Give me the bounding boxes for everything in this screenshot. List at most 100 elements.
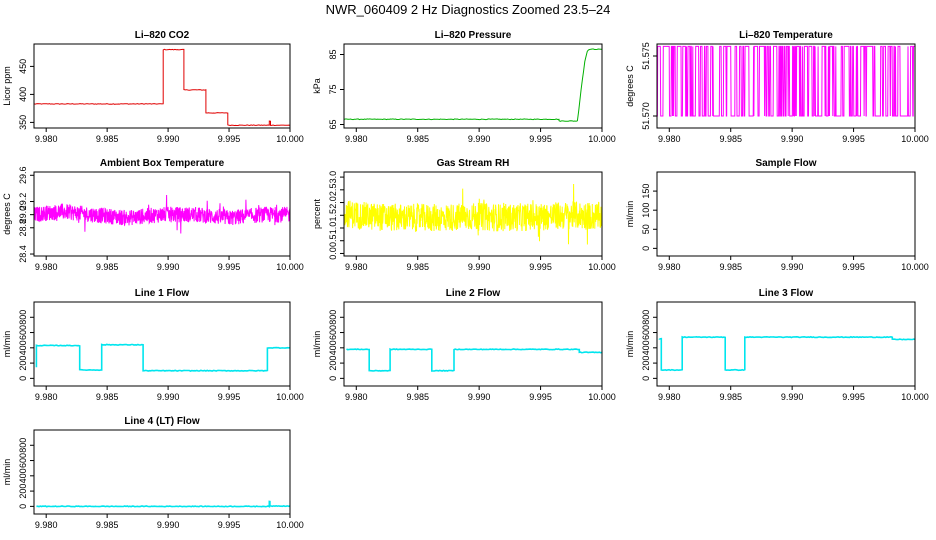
y-tick-label: 85 [328,49,338,59]
x-tick-label: 9.990 [157,392,180,402]
x-tick-label: 10.000 [588,262,616,272]
series-line [35,343,290,372]
panel-title: Ambient Box Temperature [100,158,225,169]
x-tick-label: 9.995 [842,134,865,144]
panel-4: Ambient Box Temperature degrees C 9.980 9.9… [2,158,304,272]
x-tick-label: 10.000 [276,262,304,272]
panel-7: Line 1 Flow ml/min 9.980 9.985 9.990 9.995 10.… [2,288,304,402]
series-line [36,500,290,508]
y-axis-label: ml/min [2,459,12,486]
x-tick-label: 9.985 [96,520,119,530]
x-tick-label: 9.995 [842,262,865,272]
series-line [346,347,602,372]
y-axis-label: ml/min [625,201,635,228]
y-tick-label: 0 [18,376,28,381]
y-axis-label: ml/min [312,331,322,358]
x-tick-label: 10.000 [588,134,616,144]
x-tick-label: 9.985 [406,134,429,144]
panel-title: Li–820 CO2 [135,30,190,41]
plot-frame [656,301,916,387]
data-layer [36,500,290,508]
series-line [344,48,602,122]
panel-title: Line 2 Flow [446,288,501,299]
series-line [658,335,915,372]
x-tick-label: 10.000 [276,392,304,402]
y-tick-label: 150 [641,184,651,199]
x-tick-label: 10.000 [901,262,929,272]
data-layer [344,48,602,122]
x-tick-label: 9.985 [719,134,742,144]
y-tick-label: 75 [328,84,338,94]
panel-8: Line 2 Flow ml/min 9.980 9.985 9.990 9.995 10.… [312,288,616,402]
y-tick-label: 600 [328,325,338,340]
series-line [34,194,290,234]
y-tick-label: 400 [641,340,651,355]
x-tick-label: 9.985 [96,392,119,402]
panel-title: Line 3 Flow [759,288,814,299]
y-axis-label: percent [312,198,322,229]
y-tick-label: 0 [18,504,28,509]
x-tick-label: 9.995 [529,392,552,402]
y-tick-label: 51.575 [641,42,651,70]
x-tick-label: 9.985 [96,134,119,144]
y-tick-label: 2.0 [328,196,338,209]
x-tick-label: 10.000 [276,520,304,530]
panel-1: Li–820 CO2 Licor ppm 9.980 9.985 9.990 9.995 1… [2,30,304,144]
y-tick-label: 400 [18,468,28,483]
x-tick-label: 9.980 [35,392,58,402]
plot-frame [343,171,603,257]
y-tick-label: 600 [18,453,28,468]
x-tick-label: 9.985 [96,262,119,272]
plot-frame [343,301,603,387]
y-tick-label: 51.570 [641,102,651,130]
x-tick-label: 9.990 [781,392,804,402]
y-tick-label: 200 [641,356,651,371]
y-tick-label: 0.5 [328,234,338,247]
panel-title: Gas Stream RH [437,158,510,169]
plot-frame [656,43,916,129]
x-tick-label: 9.980 [345,392,368,402]
x-tick-label: 9.980 [345,134,368,144]
panel-title: Li–820 Pressure [435,30,512,41]
x-tick-label: 9.985 [406,262,429,272]
panel-9: Line 3 Flow ml/min 9.980 9.985 9.990 9.995 10.… [625,288,929,402]
data-layer [35,343,290,372]
y-tick-label: 3.0 [328,171,338,184]
y-tick-label: 65 [328,119,338,129]
y-tick-label: 200 [18,484,28,499]
y-tick-label: 0 [328,376,338,381]
plot-frame [33,43,291,129]
data-layer [344,183,602,245]
y-tick-label: 2.5 [328,184,338,197]
data-layer [34,194,290,234]
data-layer [657,45,915,117]
data-layer [346,347,602,372]
x-tick-label: 9.995 [218,262,241,272]
series-line [344,183,602,245]
y-tick-label: 28.4 [18,245,28,263]
x-tick-label: 9.995 [842,392,865,402]
figure-title: NWR_060409 2 Hz Diagnostics Zoomed 23.5–… [325,2,611,17]
x-tick-label: 9.990 [781,134,804,144]
y-axis-label: kPa [312,78,322,94]
y-tick-label: 29.2 [18,193,28,211]
plot-frame [33,429,291,515]
y-tick-label: 0 [641,376,651,381]
y-tick-label: 400 [18,340,28,355]
series-line [34,48,290,127]
y-tick-label: 0 [641,246,651,251]
y-tick-label: 800 [18,310,28,325]
x-tick-label: 9.985 [719,262,742,272]
x-tick-label: 9.990 [157,134,180,144]
x-tick-label: 9.990 [468,392,491,402]
x-tick-label: 9.995 [529,262,552,272]
x-tick-label: 9.980 [658,392,681,402]
data-layer [34,48,290,127]
y-axis-label: degrees C [625,65,635,107]
x-tick-label: 10.000 [588,392,616,402]
panel-6: Sample Flow ml/min 9.980 9.985 9.990 9.995 10.… [625,158,929,272]
plot-frame [33,171,291,257]
y-tick-label: 50 [641,224,651,234]
y-axis-label: Licor ppm [2,66,12,106]
